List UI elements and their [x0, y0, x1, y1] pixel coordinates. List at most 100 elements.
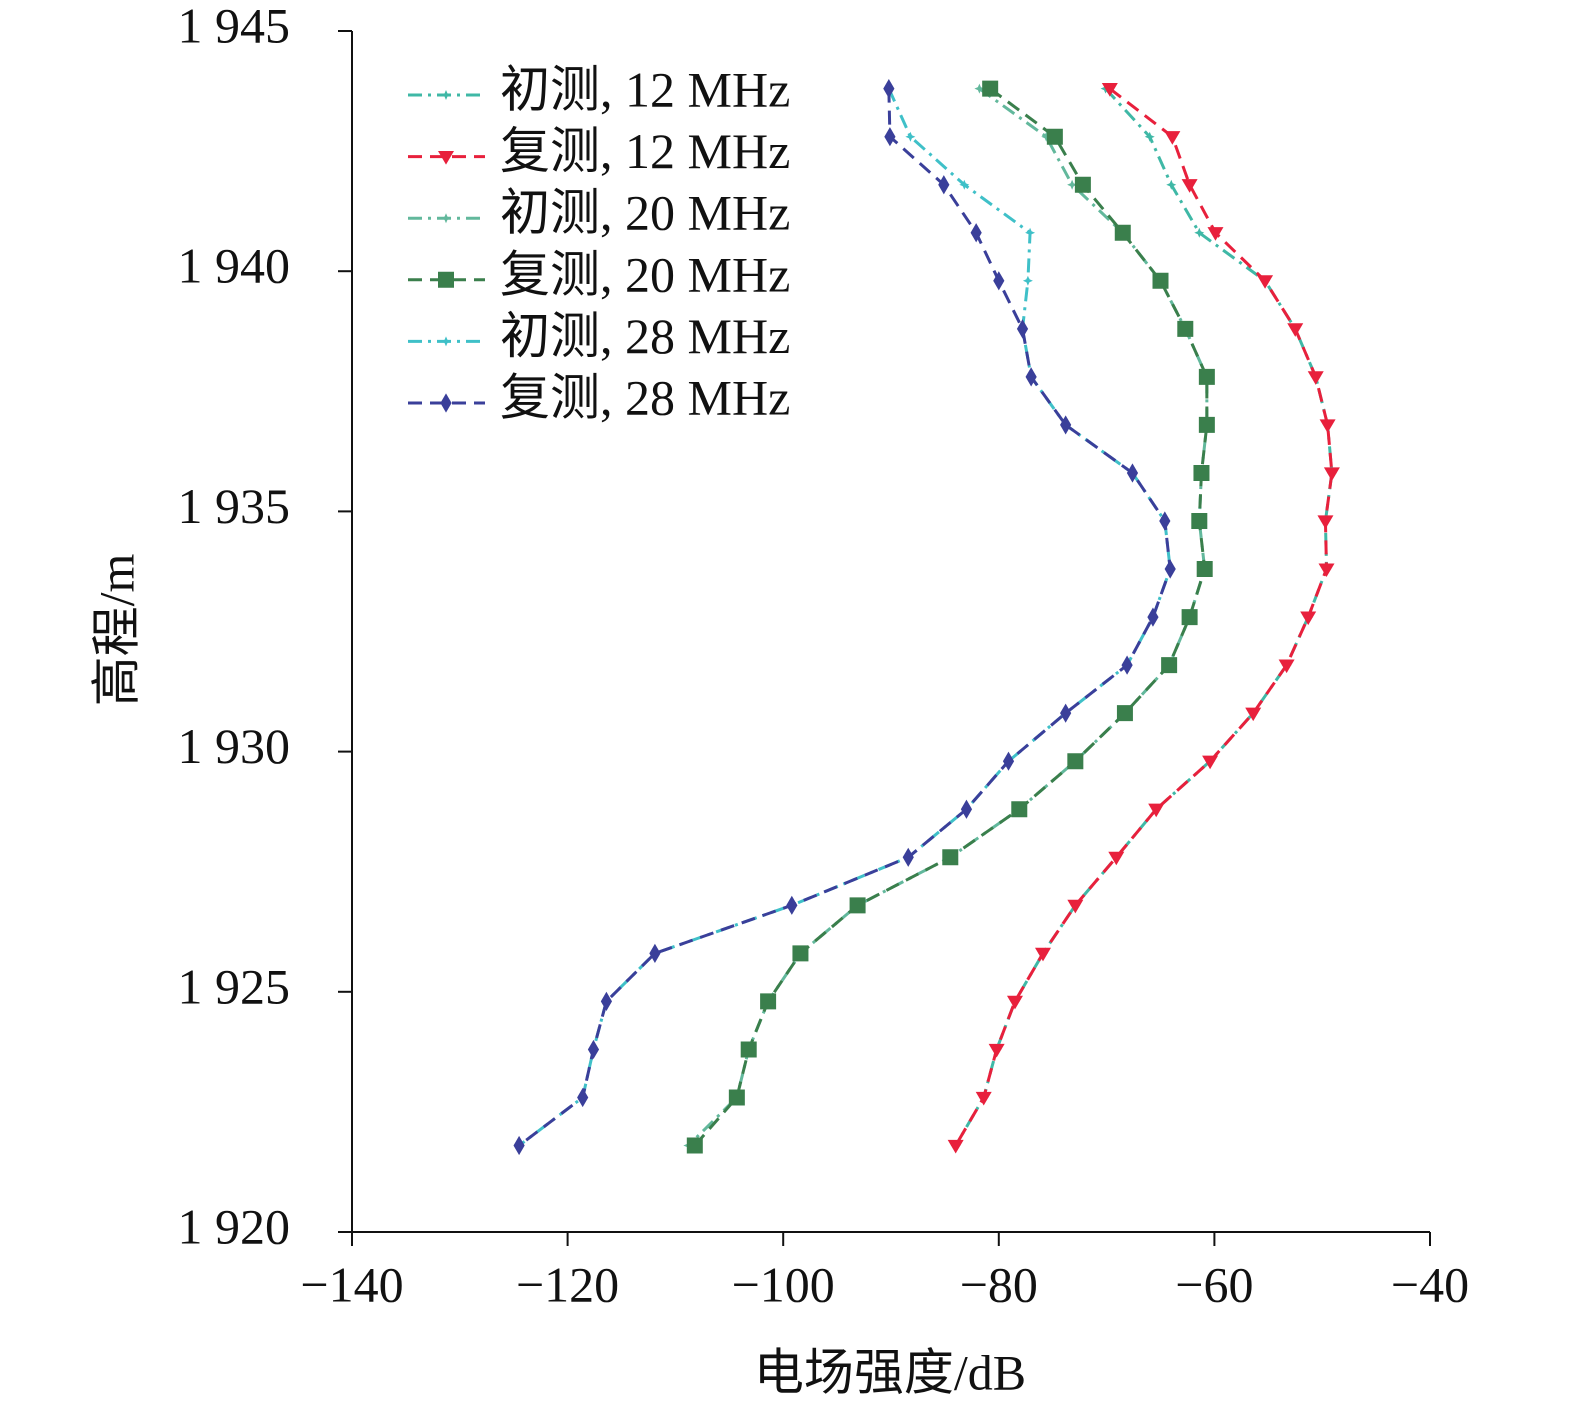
marker	[1144, 131, 1155, 142]
marker	[1006, 995, 1023, 1010]
marker	[1198, 368, 1215, 385]
marker	[1317, 515, 1334, 530]
x-tick-label: −80	[960, 1256, 1038, 1312]
marker	[1202, 755, 1219, 770]
marker	[587, 1039, 600, 1060]
marker	[1025, 227, 1036, 238]
marker	[849, 897, 866, 914]
marker	[1198, 416, 1215, 433]
marker	[883, 79, 895, 99]
marker	[1307, 371, 1324, 385]
marker	[1196, 561, 1213, 578]
marker	[1067, 179, 1078, 190]
marker	[1067, 753, 1084, 770]
marker	[905, 131, 916, 142]
marker	[686, 1137, 703, 1154]
marker	[760, 993, 777, 1010]
marker	[1166, 179, 1177, 190]
marker	[1011, 801, 1028, 818]
marker	[1152, 272, 1169, 289]
marker	[959, 179, 970, 190]
legend-label: 复测, 12 MHz	[500, 123, 790, 179]
marker	[1257, 275, 1274, 289]
marker	[1319, 419, 1336, 433]
series-line	[954, 87, 1334, 1147]
marker	[1318, 563, 1335, 578]
legend-label: 初测, 12 MHz	[500, 61, 790, 117]
marker	[1177, 320, 1194, 337]
marker	[728, 1089, 745, 1106]
marker	[441, 90, 451, 100]
marker	[1126, 463, 1139, 483]
x-axis-title: 电场强度/dB	[754, 1344, 1026, 1400]
marker	[1034, 947, 1051, 962]
y-axis-title: 高程/m	[88, 554, 144, 707]
marker	[1191, 513, 1208, 530]
marker	[1323, 467, 1340, 481]
legend-label: 初测, 28 MHz	[500, 308, 790, 364]
marker	[740, 1041, 757, 1058]
marker	[1041, 131, 1052, 142]
marker	[1121, 655, 1133, 675]
marker	[1164, 131, 1181, 145]
marker	[438, 151, 454, 165]
series-line	[693, 87, 1209, 1147]
marker	[786, 895, 798, 915]
marker	[942, 849, 959, 866]
y-tick-label: 1 920	[178, 1198, 291, 1254]
marker	[1181, 609, 1198, 626]
marker	[1108, 851, 1125, 866]
marker	[902, 847, 914, 867]
marker	[947, 1139, 964, 1154]
marker	[1148, 803, 1165, 818]
marker	[438, 271, 454, 288]
marker	[441, 336, 451, 347]
marker	[975, 1091, 992, 1106]
x-tick-label: −120	[516, 1256, 619, 1312]
marker	[1060, 415, 1072, 435]
marker	[1207, 227, 1224, 241]
x-tick-label: −140	[300, 1256, 403, 1312]
marker	[1022, 275, 1033, 286]
marker	[970, 223, 982, 243]
marker	[1194, 227, 1205, 238]
marker	[1025, 367, 1037, 387]
marker	[1002, 751, 1015, 771]
y-tick-label: 1 925	[178, 958, 291, 1014]
marker	[792, 945, 809, 962]
x-tick-label: −100	[732, 1256, 835, 1312]
marker	[1067, 899, 1084, 914]
marker	[600, 991, 613, 1012]
marker	[513, 1135, 525, 1156]
marker	[1161, 657, 1178, 674]
marker	[1074, 176, 1091, 193]
marker	[1278, 659, 1295, 674]
legend-label: 初测, 20 MHz	[500, 185, 790, 241]
marker	[1159, 511, 1171, 531]
marker	[1287, 323, 1304, 337]
marker	[884, 127, 896, 147]
marker	[982, 80, 999, 97]
marker	[1116, 705, 1133, 722]
marker	[440, 393, 452, 413]
series-line	[954, 87, 1334, 1147]
marker	[1181, 179, 1198, 193]
marker	[441, 213, 451, 224]
marker	[1147, 607, 1159, 627]
marker	[1060, 703, 1072, 723]
marker	[1114, 224, 1131, 241]
marker	[1300, 611, 1317, 626]
marker	[577, 1087, 589, 1108]
x-tick-label: −40	[1391, 1256, 1469, 1312]
marker	[1101, 83, 1118, 97]
marker	[1193, 464, 1210, 481]
marker	[1245, 707, 1262, 722]
x-tick-label: −60	[1175, 1256, 1253, 1312]
y-tick-label: 1 930	[178, 718, 291, 774]
marker	[1046, 128, 1063, 145]
marker	[1164, 559, 1176, 579]
legend-label: 复测, 28 MHz	[500, 369, 790, 425]
marker	[938, 175, 950, 195]
y-tick-label: 1 940	[178, 238, 291, 294]
